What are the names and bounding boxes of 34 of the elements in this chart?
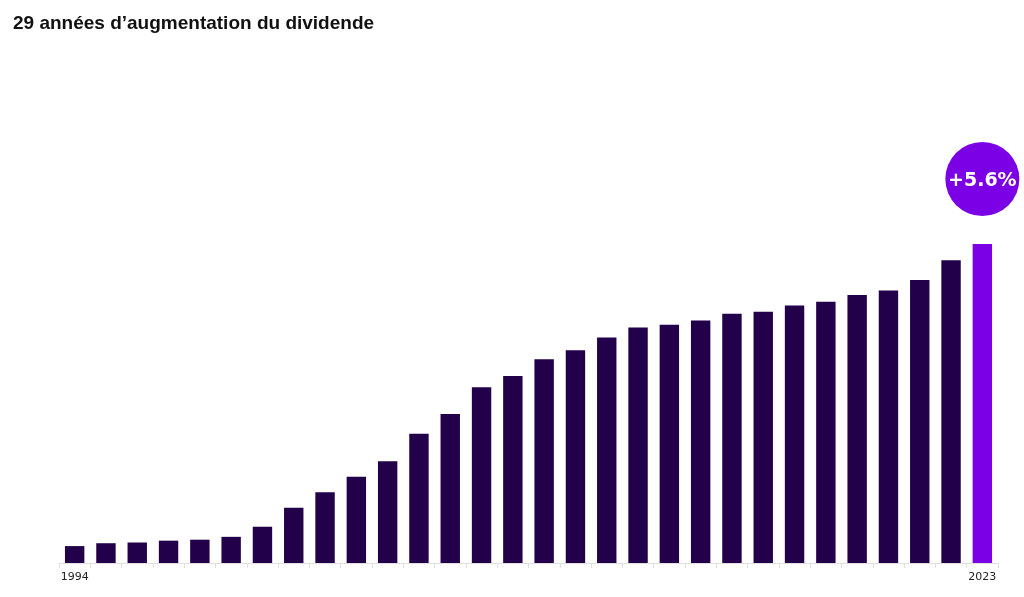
bar bbox=[597, 337, 617, 563]
bar bbox=[377, 461, 398, 563]
bar bbox=[315, 492, 335, 563]
bar bbox=[190, 539, 210, 563]
bar bbox=[722, 313, 742, 563]
bar bbox=[847, 295, 867, 563]
bar bbox=[753, 311, 773, 563]
bar bbox=[158, 540, 179, 563]
bar bbox=[816, 301, 836, 563]
bar bbox=[284, 507, 304, 563]
text: +5.6% bbox=[948, 168, 1017, 190]
bar bbox=[471, 387, 492, 563]
bar bbox=[565, 350, 586, 563]
bar bbox=[346, 476, 367, 563]
bar bbox=[64, 546, 85, 563]
bar bbox=[503, 376, 523, 563]
bar bbox=[534, 359, 554, 563]
bar bbox=[941, 260, 961, 563]
bar bbox=[628, 327, 648, 563]
bar bbox=[440, 414, 460, 563]
x-tick-label: 1994 bbox=[60, 570, 89, 583]
x-tick-label: 2023 bbox=[968, 570, 997, 583]
bar bbox=[221, 536, 241, 563]
bar bbox=[409, 433, 429, 563]
chart-title: 29 années d’augmentation du dividende bbox=[13, 12, 375, 33]
bar bbox=[252, 526, 273, 563]
bar bbox=[690, 320, 711, 563]
bar bbox=[127, 542, 147, 563]
bar bbox=[910, 280, 930, 563]
bar bbox=[972, 244, 993, 563]
bar bbox=[784, 305, 805, 563]
bar bbox=[96, 543, 116, 563]
bar bbox=[659, 324, 680, 563]
bar bbox=[878, 290, 899, 563]
